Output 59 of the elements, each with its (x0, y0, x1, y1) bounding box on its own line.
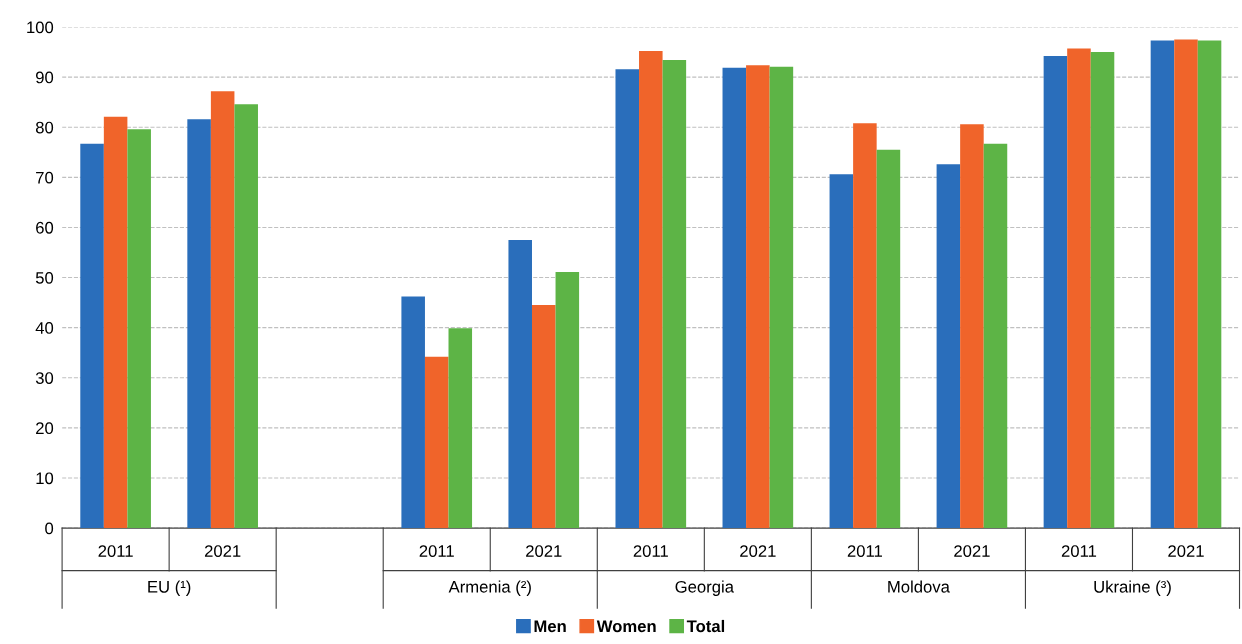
bar (876, 149, 901, 529)
x-tick-label: 2011 (419, 545, 454, 557)
y-tick-label: 60 (36, 221, 54, 234)
x-tick-label: 2011 (98, 545, 133, 557)
text: Ukraine (³) (1094, 580, 1171, 596)
x-tick-label: 2021 (204, 545, 241, 557)
x-tick-label: 2011 (847, 545, 882, 557)
bar (103, 116, 128, 529)
text: EU (¹) (148, 580, 191, 596)
x-tick-label: 2011 (633, 545, 668, 557)
x-tick-label: 2021 (1168, 545, 1204, 557)
legend-label: Total (686, 619, 725, 633)
bar (853, 123, 877, 529)
bar (1043, 56, 1068, 529)
bar (829, 174, 854, 529)
bar (960, 124, 984, 529)
bar (1150, 40, 1175, 529)
y-tick-label: 30 (35, 372, 54, 384)
bar (234, 104, 258, 529)
bar (555, 272, 580, 529)
y-tick-label: 40 (35, 322, 54, 334)
bar (1067, 48, 1091, 529)
bar (210, 91, 235, 529)
bar (722, 67, 747, 529)
bar (615, 69, 640, 529)
y-tick-label: 80 (35, 121, 54, 134)
y-tick-label: 0 (45, 522, 54, 535)
y-tick-label: 20 (36, 422, 54, 435)
bar (936, 164, 961, 529)
y-tick-label: 100 (27, 21, 54, 34)
bar (639, 51, 663, 529)
bar (1090, 52, 1115, 529)
bar (424, 356, 449, 529)
legend-label: Men (534, 620, 566, 633)
y-tick-label: 70 (36, 171, 54, 184)
bar (508, 239, 532, 529)
y-tick-label: 50 (35, 271, 54, 284)
bar (769, 66, 794, 529)
x-tick-label: 2021 (526, 545, 562, 557)
bar (983, 143, 1008, 529)
text: Georgia (675, 580, 734, 596)
bar (448, 328, 473, 529)
legend-label: Women (596, 620, 656, 633)
y-tick-label: 10 (36, 472, 54, 485)
x-tick-label: 2011 (1061, 545, 1097, 557)
x-tick-label: 2021 (954, 545, 990, 557)
text: Armenia (²) (448, 580, 531, 596)
bar (187, 119, 211, 529)
bar (127, 129, 151, 529)
text: Moldova (888, 580, 950, 593)
bar (1174, 39, 1198, 529)
bar (80, 143, 104, 529)
bar (1197, 40, 1222, 529)
y-tick-label: 90 (36, 71, 54, 84)
x-tick-label: 2021 (740, 545, 776, 557)
bar (401, 296, 425, 529)
bar (532, 305, 556, 529)
bar (662, 60, 687, 529)
bar (746, 65, 770, 529)
